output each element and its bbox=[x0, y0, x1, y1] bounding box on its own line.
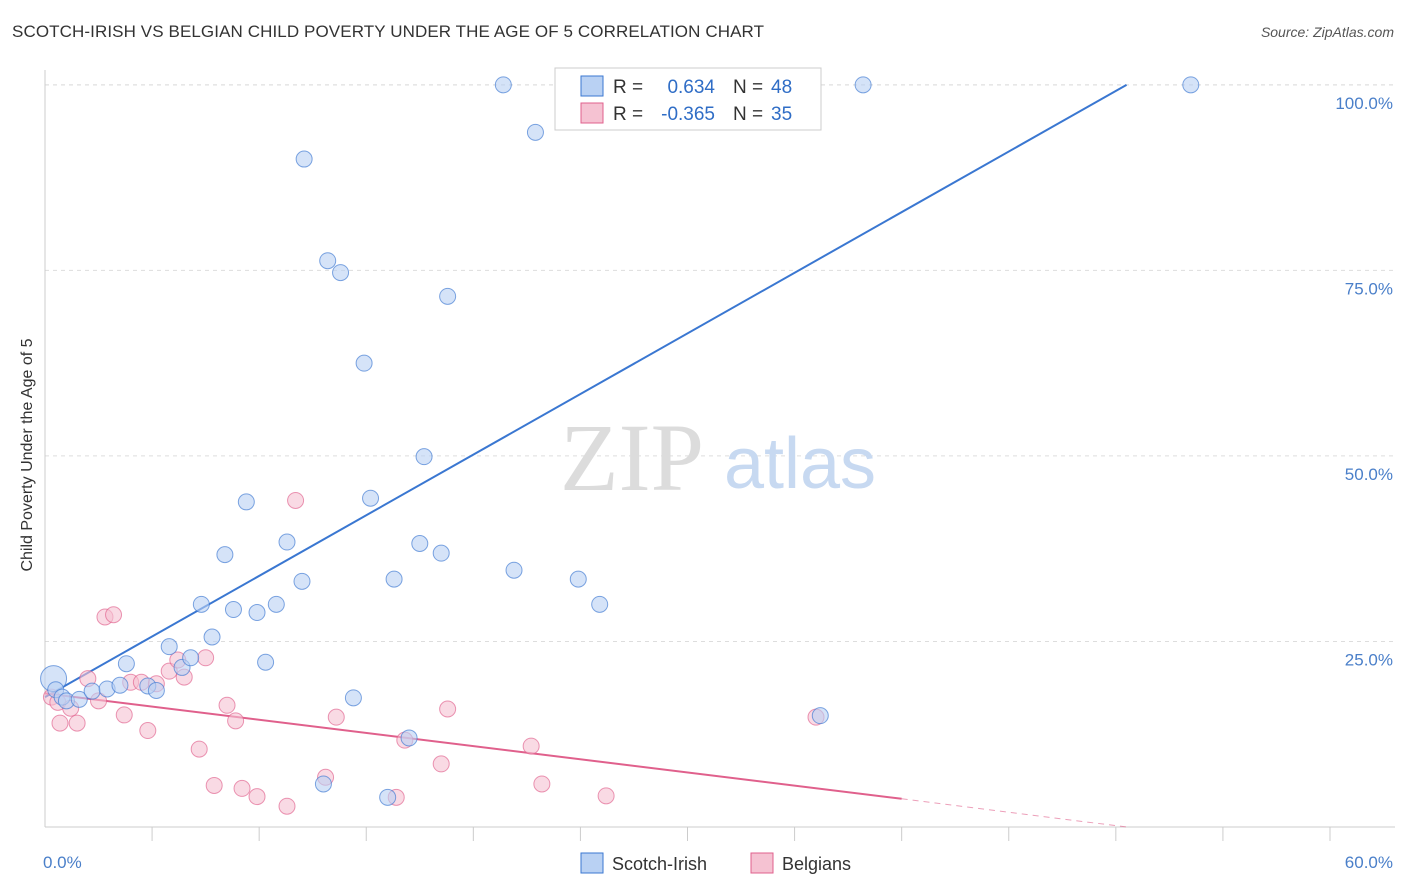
point-scotch-irish bbox=[267, 595, 285, 613]
point-belgians bbox=[533, 775, 551, 793]
legend-r-value-1: 0.634 bbox=[667, 77, 715, 98]
point-scotch-irish bbox=[415, 448, 433, 466]
point-scotch-irish bbox=[319, 252, 337, 270]
bottom-legend: Scotch-Irish Belgians bbox=[580, 852, 851, 874]
chart-source: Source: ZipAtlas.com bbox=[1260, 24, 1394, 40]
x-tick-label: 0.0% bbox=[43, 853, 82, 872]
legend-n-value-1: 48 bbox=[771, 77, 792, 98]
trend-line-scotch-irish bbox=[44, 83, 1128, 698]
point-belgians bbox=[248, 788, 266, 806]
legend-swatch-belgians bbox=[580, 102, 604, 124]
y-tick-label: 100.0% bbox=[1335, 94, 1393, 113]
watermark-atlas: atlas bbox=[724, 424, 876, 504]
y-tick-labels: 25.0% 50.0% 75.0% 100.0% bbox=[1335, 94, 1393, 670]
point-scotch-irish bbox=[332, 264, 350, 282]
point-belgians bbox=[432, 755, 450, 773]
point-scotch-irish bbox=[811, 707, 829, 725]
bottom-legend-swatch-belgians bbox=[750, 852, 774, 874]
point-belgians bbox=[115, 706, 133, 724]
point-scotch-irish bbox=[278, 533, 296, 551]
point-scotch-irish bbox=[257, 653, 275, 671]
point-scotch-irish bbox=[591, 595, 609, 613]
point-scotch-irish bbox=[147, 681, 165, 699]
point-belgians bbox=[327, 708, 345, 726]
point-scotch-irish bbox=[111, 676, 129, 694]
point-belgians bbox=[190, 740, 208, 758]
point-scotch-irish bbox=[295, 150, 313, 168]
legend-swatch-scotch-irish bbox=[580, 75, 604, 97]
point-scotch-irish bbox=[379, 788, 397, 806]
legend-r-label-1: R = bbox=[613, 77, 643, 98]
point-belgians bbox=[139, 722, 157, 740]
point-belgians bbox=[51, 714, 69, 732]
point-scotch-irish bbox=[355, 354, 373, 372]
point-scotch-irish bbox=[203, 628, 221, 646]
bottom-legend-label-scotch-irish: Scotch-Irish bbox=[612, 854, 707, 874]
point-belgians bbox=[227, 712, 245, 730]
point-scotch-irish bbox=[216, 546, 234, 564]
point-scotch-irish bbox=[344, 689, 362, 707]
point-scotch-irish bbox=[192, 595, 210, 613]
point-scotch-irish bbox=[569, 570, 587, 588]
point-scotch-irish bbox=[411, 534, 429, 552]
point-belgians bbox=[218, 696, 236, 714]
gridlines bbox=[45, 84, 1395, 642]
x-tick-label: 60.0% bbox=[1345, 853, 1393, 872]
trend-line-extension-belgians bbox=[901, 798, 1127, 828]
point-scotch-irish bbox=[293, 572, 311, 590]
y-tick-label: 50.0% bbox=[1345, 465, 1393, 484]
legend-r-label-2: R = bbox=[613, 104, 643, 125]
point-scotch-irish bbox=[224, 601, 242, 619]
point-scotch-irish bbox=[439, 287, 457, 305]
chart-title: SCOTCH-IRISH VS BELGIAN CHILD POVERTY UN… bbox=[12, 22, 765, 41]
point-scotch-irish bbox=[70, 690, 88, 708]
point-belgians bbox=[287, 491, 305, 509]
trend-line-belgians bbox=[44, 692, 902, 800]
point-scotch-irish bbox=[526, 123, 544, 141]
axes bbox=[44, 70, 1395, 841]
point-scotch-irish bbox=[237, 493, 255, 511]
point-scotch-irish bbox=[494, 76, 512, 94]
point-scotch-irish bbox=[83, 682, 101, 700]
y-tick-label: 25.0% bbox=[1345, 650, 1393, 669]
point-belgians bbox=[597, 787, 615, 805]
point-scotch-irish bbox=[182, 649, 200, 667]
point-belgians bbox=[278, 797, 296, 815]
point-scotch-irish bbox=[854, 76, 872, 94]
point-belgians bbox=[233, 779, 251, 797]
point-scotch-irish bbox=[314, 775, 332, 793]
watermark: ZIP atlas bbox=[560, 404, 876, 511]
point-scotch-irish bbox=[432, 544, 450, 562]
point-scotch-irish bbox=[1182, 76, 1200, 94]
point-belgians bbox=[439, 700, 457, 718]
bottom-legend-label-belgians: Belgians bbox=[782, 854, 851, 874]
legend-r-value-2: -0.365 bbox=[661, 104, 715, 125]
point-scotch-irish bbox=[117, 655, 135, 673]
legend-n-label-1: N = bbox=[733, 77, 763, 98]
point-scotch-irish bbox=[362, 489, 380, 507]
point-scotch-irish bbox=[400, 729, 418, 747]
point-scotch-irish bbox=[248, 604, 266, 622]
legend-n-value-2: 35 bbox=[771, 104, 792, 125]
watermark-zip: ZIP bbox=[560, 404, 704, 511]
point-belgians bbox=[522, 737, 540, 755]
trend-lines bbox=[44, 83, 1128, 828]
point-belgians bbox=[205, 776, 223, 794]
point-belgians bbox=[68, 714, 86, 732]
point-belgians bbox=[105, 606, 123, 624]
bottom-legend-swatch-scotch-irish bbox=[580, 852, 604, 874]
legend-n-label-2: N = bbox=[733, 104, 763, 125]
legend: R = 0.634 N = 48 R = -0.365 N = 35 bbox=[554, 67, 822, 131]
point-scotch-irish bbox=[160, 638, 178, 656]
data-points bbox=[40, 76, 1200, 815]
point-belgians bbox=[197, 649, 215, 667]
x-tick-labels: 0.0% 60.0% bbox=[43, 853, 1393, 872]
y-tick-label: 75.0% bbox=[1345, 279, 1393, 298]
point-scotch-irish bbox=[505, 561, 523, 579]
point-scotch-irish bbox=[385, 570, 403, 588]
